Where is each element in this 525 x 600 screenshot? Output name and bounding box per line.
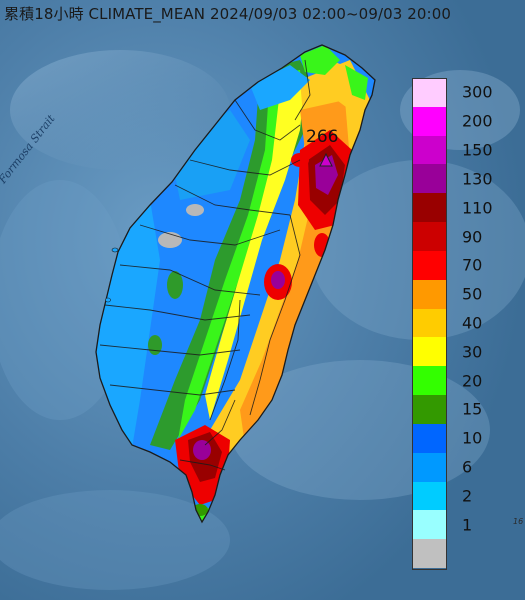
- legend-label: 1: [462, 515, 473, 535]
- legend-label: 200: [462, 111, 493, 131]
- legend-swatch: [412, 539, 447, 569]
- legend-label: 15: [462, 399, 483, 419]
- legend-swatch: [412, 279, 447, 310]
- legend-swatch: [412, 135, 447, 165]
- peak-value-label: 266: [306, 127, 339, 147]
- legend-label: 50: [462, 284, 483, 304]
- legend-label: 300: [462, 82, 493, 102]
- legend-swatch: [412, 452, 447, 483]
- legend-label: 130: [462, 169, 493, 189]
- legend-swatch: [412, 308, 447, 338]
- legend-swatch: [412, 510, 447, 540]
- corner-note: 16: [513, 517, 524, 526]
- legend-label: 6: [462, 457, 473, 477]
- legend-swatch: [412, 222, 447, 252]
- rainfall-legend: 300 200 150 130 110 90 70 50 40 30 20 15 10 6 2 1: [412, 78, 520, 570]
- legend-swatch: [412, 250, 447, 281]
- legend-swatch: [412, 193, 447, 223]
- legend-swatch: [412, 395, 447, 425]
- legend-label: 70: [462, 255, 483, 275]
- peak-triangle-icon: [319, 153, 333, 167]
- legend-swatch: [412, 337, 447, 367]
- legend-label: 10: [462, 428, 483, 448]
- map-title: 累積18小時 CLIMATE_MEAN 2024/09/03 02:00~09/…: [4, 5, 451, 23]
- legend-label: 40: [462, 313, 483, 333]
- legend-label: 150: [462, 140, 493, 160]
- legend-swatch: [412, 423, 447, 454]
- legend-label: 20: [462, 371, 483, 391]
- legend-swatch: [412, 481, 447, 511]
- legend-swatch: [412, 106, 447, 137]
- legend-label: 2: [462, 486, 473, 506]
- legend-swatch: [412, 164, 447, 194]
- legend-label: 90: [462, 227, 483, 247]
- legend-label: 30: [462, 342, 483, 362]
- legend-swatch: [412, 366, 447, 396]
- legend-swatch: [412, 78, 447, 108]
- legend-label: 110: [462, 198, 493, 218]
